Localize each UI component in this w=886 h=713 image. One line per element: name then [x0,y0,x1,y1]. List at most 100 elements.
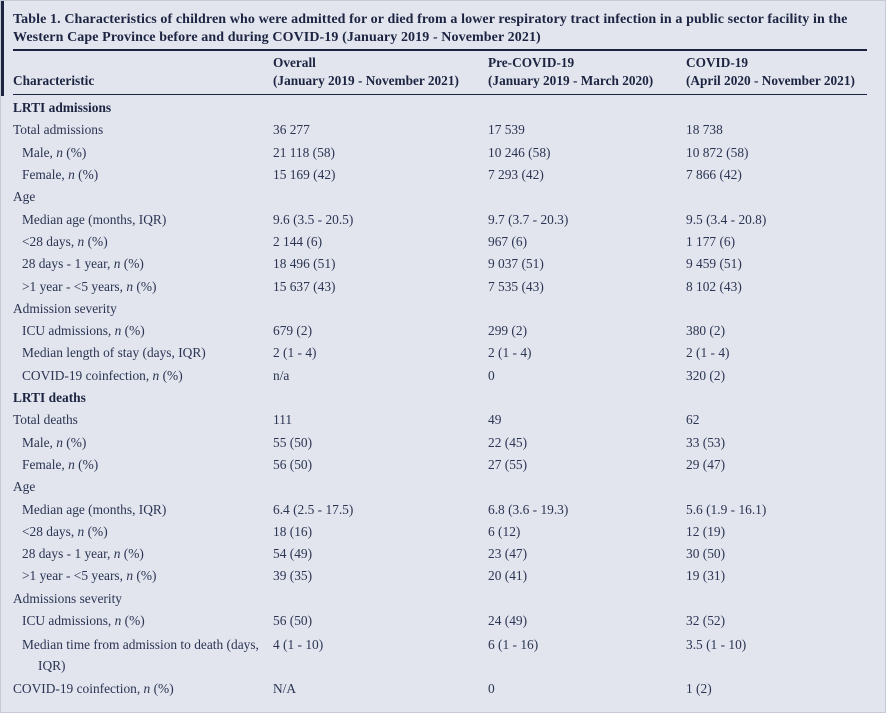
cell-overall: 18 496 (51) [273,256,336,272]
cell-covid: 1 (2) [686,681,712,697]
column-header-label: Overall [273,55,316,70]
column-header-period: (April 2020 - November 2021) [686,72,855,88]
cell-pre-covid: 7 535 (43) [488,278,544,294]
cell-overall: 6.4 (2.5 - 17.5) [273,501,354,517]
cell-covid: 29 (47) [686,456,726,472]
cell-covid: 9 459 (51) [686,256,742,272]
row-label: Total admissions [13,122,104,138]
cell-overall: 18 (16) [273,523,313,539]
table-row: Median length of stay (days, IQR) 2 (1 - … [13,342,875,364]
cell-pre-covid: 0 [488,681,495,697]
cell-covid: 8 102 (43) [686,278,742,294]
row-label: Admission severity [13,300,117,316]
table-row: Female, n (%) 56 (50) 27 (55) 29 (47) [13,454,875,476]
cell-pre-covid: 6.8 (3.6 - 19.3) [488,501,569,517]
table-row: Female, n (%) 15 169 (42) 7 293 (42) 7 866 … [13,164,875,186]
cell-overall: 679 (2) [273,323,313,339]
cell-overall: 56 (50) [273,456,313,472]
table-row: Admissions severity [13,588,875,610]
row-label: >1 year - <5 years, n (%) [22,568,157,584]
table-row: Admission severity [13,298,875,320]
column-header-period: (January 2019 - March 2020) [488,72,654,88]
row-label: Median time from admission to death (day… [22,637,259,674]
cell-pre-covid: 7 293 (42) [488,167,544,183]
row-label: Median length of stay (days, IQR) [22,345,206,361]
cell-covid: 320 (2) [686,367,726,383]
row-label: Age [13,189,36,205]
cell-overall: 56 (50) [273,613,313,629]
cell-overall: 15 637 (43) [273,278,336,294]
column-header-period: (January 2019 - November 2021) [273,72,459,88]
cell-covid: 3.5 (1 - 10) [686,637,747,653]
cell-covid: 19 (31) [686,568,726,584]
cell-overall: 39 (35) [273,568,313,584]
row-label: LRTI deaths [13,390,86,406]
cell-covid: 10 872 (58) [686,144,749,160]
table-body: LRTI admissions Total admissions 36 277 17 … [13,97,875,700]
table-row: 28 days - 1 year, n (%) 54 (49) 23 (47) 30 … [13,543,875,565]
table-row: Age [13,186,875,208]
column-header-characteristic: Characteristic [13,72,273,90]
cell-covid: 30 (50) [686,546,726,562]
table-row: <28 days, n (%) 18 (16) 6 (12) 12 (19) [13,521,875,543]
cell-covid: 62 [686,412,700,428]
table-row: Total deaths 111 49 62 [13,409,875,431]
cell-pre-covid: 49 [488,412,502,428]
cell-covid: 380 (2) [686,323,726,339]
cell-overall: N/A [273,681,297,697]
cell-overall: n/a [273,367,290,383]
table-row: Median time from admission to death (day… [13,632,875,678]
row-label: >1 year - <5 years, n (%) [22,278,157,294]
row-label: ICU admissions, n (%) [22,323,145,339]
cell-covid: 5.6 (1.9 - 16.1) [686,501,767,517]
row-label: COVID-19 coinfection, n (%) [22,367,183,383]
cell-overall: 21 118 (58) [273,144,335,160]
row-label: 28 days - 1 year, n (%) [22,256,144,272]
cell-pre-covid: 9.7 (3.7 - 20.3) [488,211,569,227]
row-label: Male, n (%) [22,434,87,450]
table-row: ICU admissions, n (%) 679 (2) 299 (2) 380 (… [13,320,875,342]
cell-overall: 4 (1 - 10) [273,637,324,653]
table-row: Median age (months, IQR) 6.4 (2.5 - 17.5)… [13,499,875,521]
table-row: >1 year - <5 years, n (%) 39 (35) 20 (41) 1… [13,565,875,587]
row-label: Total deaths [13,412,78,428]
row-label: <28 days, n (%) [22,523,108,539]
cell-covid: 12 (19) [686,523,726,539]
cell-pre-covid: 27 (55) [488,456,528,472]
cell-pre-covid: 299 (2) [488,323,528,339]
column-header-label: Characteristic [13,72,95,88]
column-header-label: COVID-19 [686,55,749,70]
cell-pre-covid: 0 [488,367,495,383]
table-title: Table 1. Characteristics of children who… [13,12,848,45]
cell-pre-covid: 17 539 [488,122,525,138]
table-row: Male, n (%) 55 (50) 22 (45) 33 (53) [13,432,875,454]
cell-covid: 33 (53) [686,434,726,450]
row-label: ICU admissions, n (%) [22,613,145,629]
cell-covid: 1 177 (6) [686,233,736,249]
table-row: Total admissions 36 277 17 539 18 738 [13,119,875,141]
table-row: LRTI admissions [13,97,875,119]
cell-pre-covid: 20 (41) [488,568,528,584]
cell-overall: 54 (49) [273,546,313,562]
cell-overall: 55 (50) [273,434,313,450]
cell-pre-covid: 6 (12) [488,523,521,539]
table-row: Male, n (%) 21 118 (58) 10 246 (58) 10 872 … [13,142,875,164]
cell-covid: 7 866 (42) [686,167,742,183]
cell-pre-covid: 967 (6) [488,233,528,249]
row-label: Male, n (%) [22,144,87,160]
row-label: Age [13,479,36,495]
cell-pre-covid: 2 (1 - 4) [488,345,532,361]
column-header-pre-covid: Pre-COVID-19 (January 2019 - March 2020) [488,54,686,89]
row-label: Admissions severity [13,590,122,606]
row-label: Median age (months, IQR) [22,211,167,227]
column-header-covid: COVID-19 (April 2020 - November 2021) [686,54,875,89]
cell-covid: 18 738 [686,122,723,138]
left-accent-rule [1,1,4,96]
table-row: COVID-19 coinfection, n (%) n/a 0 320 (2) [13,365,875,387]
cell-covid: 9.5 (3.4 - 20.8) [686,211,767,227]
table-row: 28 days - 1 year, n (%) 18 496 (51) 9 037 … [13,253,875,275]
cell-pre-covid: 6 (1 - 16) [488,637,539,653]
table-row: COVID-19 coinfection, n (%) N/A 0 1 (2) [13,678,875,700]
header-divider-rule [13,94,867,96]
